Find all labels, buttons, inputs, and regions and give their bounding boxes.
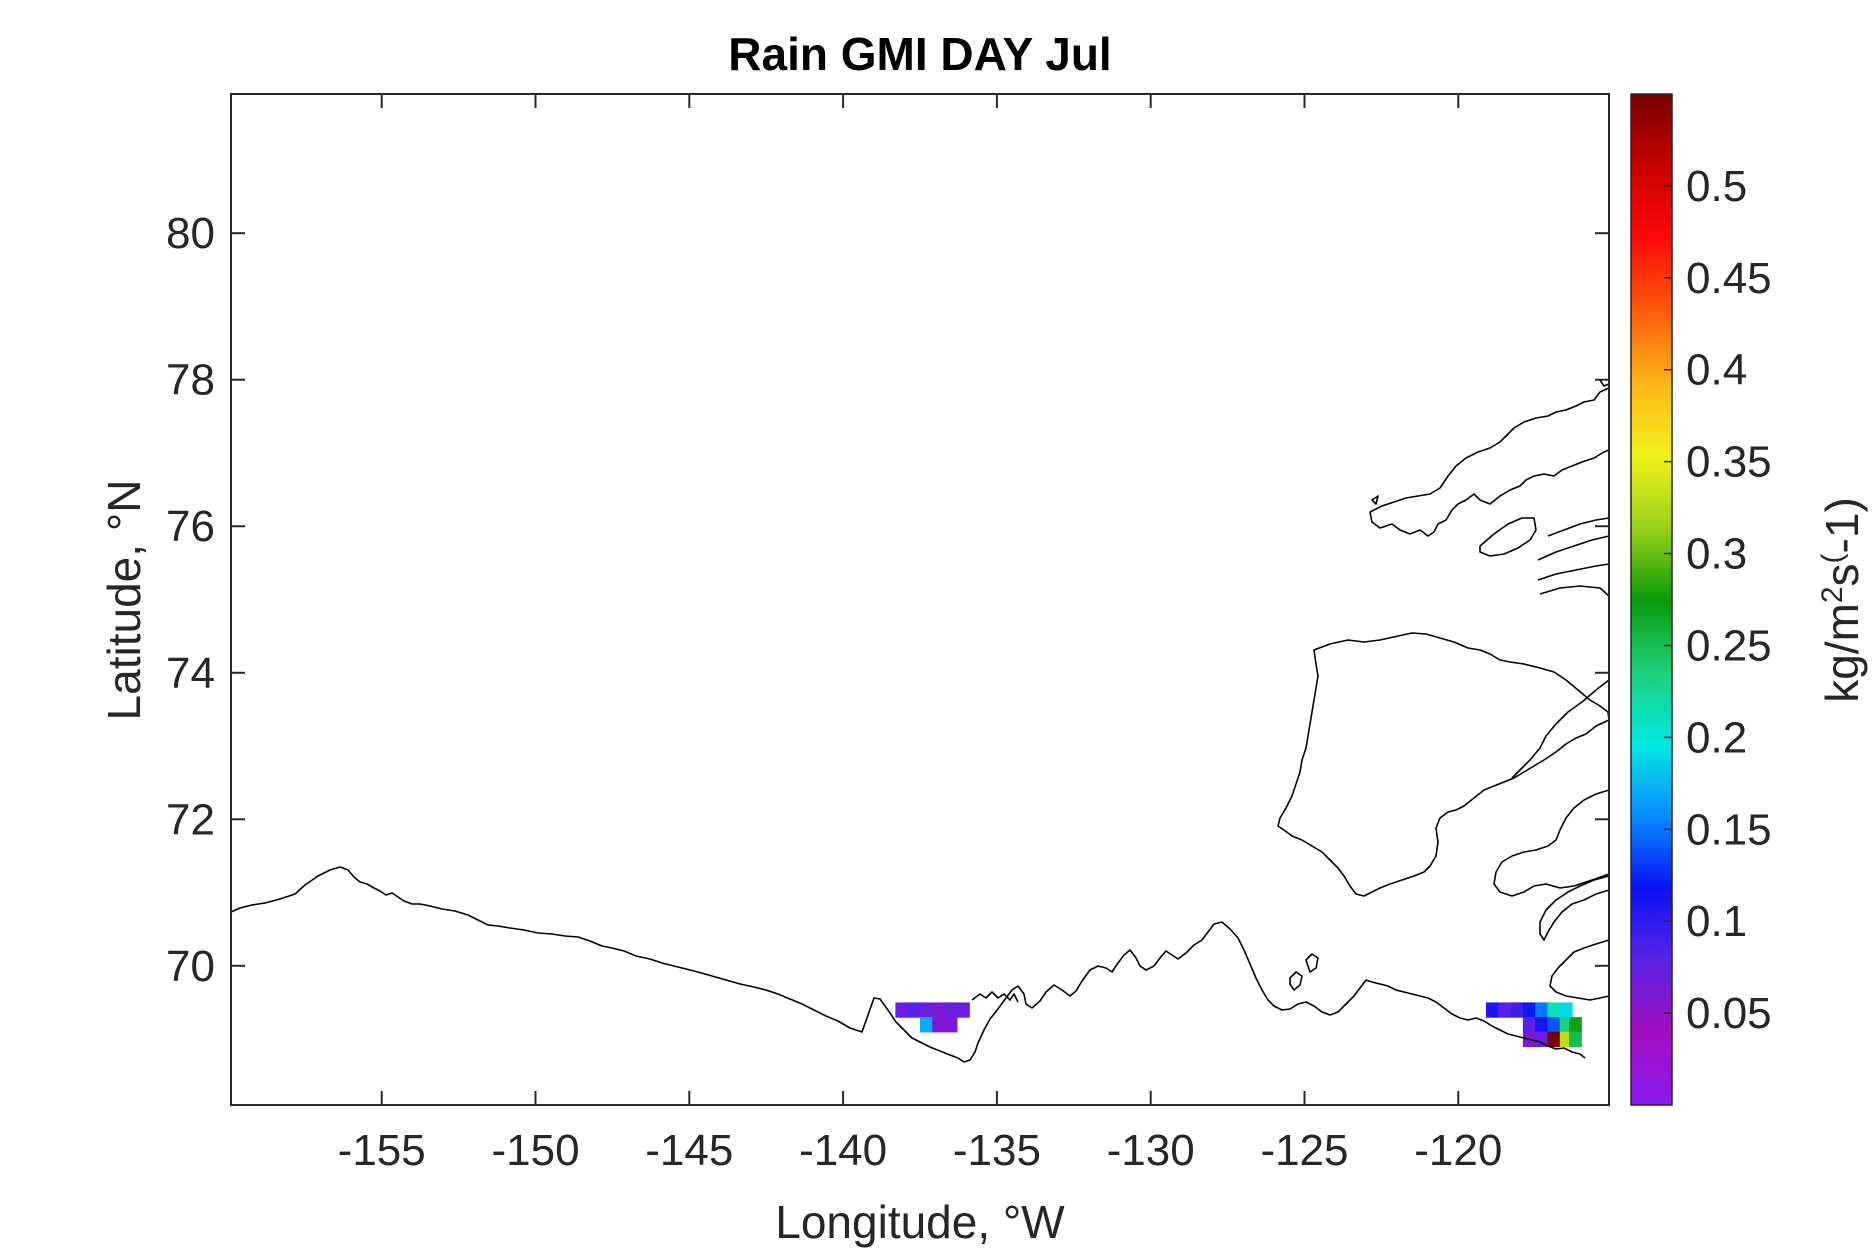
rain-cells — [895, 1002, 1582, 1047]
colorbar-gradient — [1631, 94, 1672, 1105]
x-tick-label: -135 — [953, 1126, 1041, 1175]
rain-cell — [1569, 1031, 1582, 1047]
y-tick-label: 80 — [166, 209, 215, 258]
rain-cell — [1535, 1017, 1549, 1033]
rain-cell — [1547, 1002, 1561, 1018]
rain-cell — [1535, 1031, 1549, 1047]
colorbar-ticks: 0.05 0.1 0.15 0.2 0.25 0.3 0.35 0.4 0.45 0.5 — [1664, 162, 1772, 1038]
rain-cell — [1486, 1002, 1499, 1018]
colorbar-tick-label: 0.05 — [1686, 989, 1772, 1038]
chart-title: Rain GMI DAY Jul — [728, 28, 1111, 80]
colorbar-tick-label: 0.2 — [1686, 713, 1747, 762]
rain-cell — [895, 1002, 909, 1018]
y-tick-label: 72 — [166, 795, 215, 844]
colorbar-tick-label: 0.1 — [1686, 897, 1747, 946]
rain-cell — [1498, 1002, 1512, 1018]
x-axis-title: Longitude, °W — [775, 1196, 1065, 1248]
rain-cell — [944, 1017, 958, 1033]
rain-cell — [1559, 1002, 1573, 1018]
x-tick-label: -140 — [799, 1126, 887, 1175]
y-axis-ticks: 70 72 74 76 78 80 — [166, 209, 1609, 991]
colorbar-label: kg/m2s(-1) — [1816, 497, 1868, 703]
rain-cell — [920, 1017, 933, 1033]
x-tick-label: -145 — [645, 1126, 733, 1175]
x-tick-label: -125 — [1260, 1126, 1348, 1175]
colorbar-tick-label: 0.4 — [1686, 346, 1747, 395]
x-tick-label: -120 — [1414, 1126, 1502, 1175]
rain-cell — [1547, 1017, 1561, 1033]
x-tick-label: -130 — [1107, 1126, 1195, 1175]
colorbar-tick-label: 0.35 — [1686, 438, 1772, 487]
rain-cell — [1535, 1002, 1549, 1018]
rain-cell — [1522, 1002, 1536, 1018]
rain-cell — [920, 1002, 933, 1018]
colorbar-tick-label: 0.3 — [1686, 530, 1747, 579]
colorbar-tick-label: 0.5 — [1686, 162, 1747, 211]
y-tick-label: 74 — [166, 649, 215, 698]
x-axis-ticks: -155 -150 -145 -140 -135 -130 -125 -120 — [338, 94, 1502, 1175]
axes-frame — [230, 93, 1610, 1106]
rain-cell — [956, 1002, 970, 1018]
rain-cell — [1522, 1017, 1536, 1033]
rain-cell — [1510, 1002, 1524, 1018]
y-tick-label: 70 — [166, 942, 215, 991]
y-axis-title: Latitude, °N — [98, 480, 150, 721]
rain-cell — [932, 1017, 946, 1033]
rain-cell — [1547, 1031, 1561, 1047]
rain-cell — [907, 1002, 921, 1018]
y-tick-label: 78 — [166, 356, 215, 405]
x-tick-label: -150 — [491, 1126, 579, 1175]
rain-cell — [932, 1002, 946, 1018]
colorbar: 0.05 0.1 0.15 0.2 0.25 0.3 0.35 0.4 0.45 0.5 — [1630, 93, 1772, 1106]
colorbar-tick-label: 0.15 — [1686, 805, 1772, 854]
x-tick-label: -155 — [338, 1126, 426, 1175]
rain-cell — [1569, 1017, 1582, 1033]
plot-area — [231, 94, 1609, 1105]
rain-cell — [944, 1002, 958, 1018]
y-tick-label: 76 — [166, 502, 215, 551]
colorbar-tick-label: 0.45 — [1686, 254, 1772, 303]
coastline-map — [230, 379, 1610, 1063]
colorbar-tick-label: 0.25 — [1686, 621, 1772, 670]
colorbar-frame — [1630, 93, 1673, 1106]
